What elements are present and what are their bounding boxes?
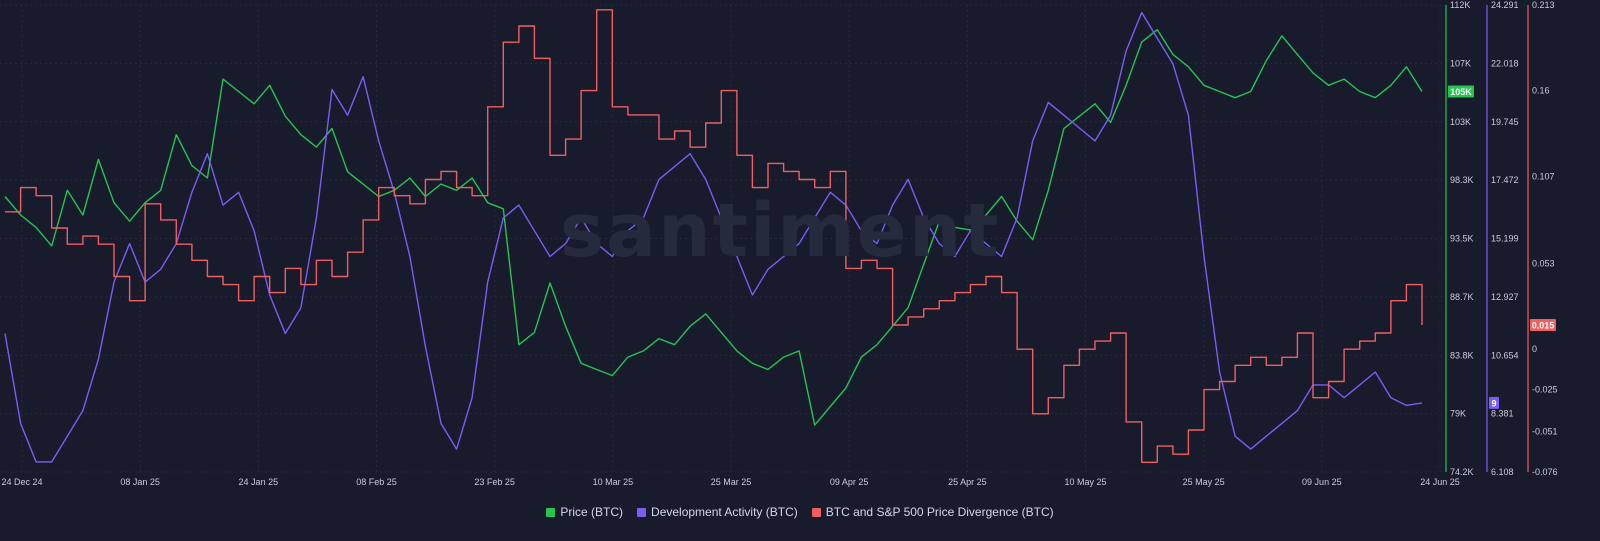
y-tick-label-div: -0.076 [1532,467,1558,477]
legend-label-price: Price (BTC) [560,505,624,519]
x-tick-label: 08 Jan 25 [120,477,160,487]
current-badge-price [1448,85,1474,98]
grid [0,4,1445,473]
x-tick-label: 25 Mar 25 [711,477,752,487]
x-tick-label: 25 May 25 [1183,477,1225,487]
x-tick-label: 24 Jan 25 [239,477,279,487]
x-tick-label: 08 Feb 25 [356,477,397,487]
series-lines [4,9,1423,463]
div-swatch-icon [811,507,821,517]
y-tick-label-price: 83.8K [1450,350,1474,360]
y-tick-label-price: 74.2K [1450,467,1474,477]
y-tick-label-div: 0.107 [1532,171,1555,181]
legend-item-div[interactable]: BTC and S&P 500 Price Divergence (BTC) [811,505,1054,519]
y-tick-label-price: 98.3K [1450,175,1474,185]
watermark: santiment [560,188,1001,274]
legend-label-div: BTC and S&P 500 Price Divergence (BTC) [825,505,1054,519]
current-badge-label-price: 105K [1450,87,1472,97]
y-tick-label-dev: 15.199 [1491,234,1519,244]
series-line-dev [4,11,1423,463]
y-tick-label-dev: 24.291 [1491,0,1519,10]
y-tick-label-div: -0.051 [1532,427,1558,437]
series-line-price [4,29,1423,426]
current-badge-label-dev: 9 [1491,398,1496,408]
y-tick-label-dev: 12.927 [1491,292,1519,302]
legend-item-dev[interactable]: Development Activity (BTC) [637,505,798,519]
current-badge-dev [1489,396,1499,409]
y-tick-label-div: 0 [1532,344,1537,354]
current-badge-label-div: 0.015 [1532,320,1555,330]
y-tick-label-dev: 22.018 [1491,58,1519,68]
legend-item-price[interactable]: Price (BTC) [546,505,623,519]
y-tick-label-div: -0.025 [1532,385,1558,395]
x-tick-label: 23 Feb 25 [474,477,515,487]
price-swatch-icon [546,507,556,517]
y-tick-label-price: 107K [1450,58,1471,68]
current-badge-div [1530,318,1556,331]
y-tick-label-dev: 6.108 [1491,467,1514,477]
y-tick-label-price: 79K [1450,409,1466,419]
y-tick-label-dev: 8.381 [1491,409,1514,419]
y-tick-label-dev: 17.472 [1491,175,1519,185]
y-tick-label-div: 0.213 [1532,0,1555,10]
y-tick-label-div: 0.16 [1532,86,1550,96]
y-tick-label-price: 93.5K [1450,234,1474,244]
y-tick-label-price: 112K [1450,0,1470,10]
dev-swatch-icon [637,507,647,517]
x-tick-label: 24 Dec 24 [1,477,42,487]
legend-label-dev: Development Activity (BTC) [651,505,798,519]
x-tick-label: 09 Apr 25 [830,477,869,487]
y-tick-label-price: 88.7K [1450,292,1474,302]
x-tick-label: 25 Apr 25 [948,477,987,487]
x-tick-label: 24 Jun 25 [1420,477,1460,487]
y-tick-label-dev: 10.654 [1491,350,1519,360]
legend: Price (BTC) Development Activity (BTC) B… [0,505,1600,519]
y-tick-label-price: 103K [1450,117,1471,127]
y-tick-label-div: 0.053 [1532,259,1555,269]
x-tick-label: 10 Mar 25 [593,477,634,487]
y-tick-label-dev: 19.745 [1491,117,1519,127]
axes: 24 Dec 24 08 Jan 25 24 Jan 25 08 Feb 25 23 F… [1,0,1557,487]
x-tick-label: 10 May 25 [1064,477,1106,487]
chart-svg: 24 Dec 24 08 Jan 25 24 Jan 25 08 Feb 25 23 F… [0,0,1558,487]
x-tick-label: 09 Jun 25 [1302,477,1342,487]
series-line-div [5,9,1423,463]
